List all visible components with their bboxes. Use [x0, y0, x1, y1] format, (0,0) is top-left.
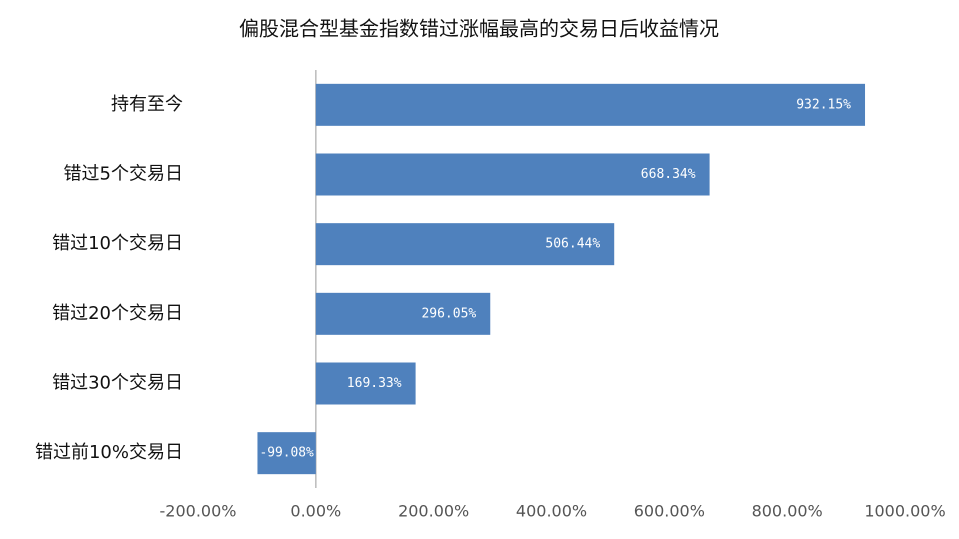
bar [257, 432, 316, 475]
x-tick-label: 1000.00% [864, 502, 945, 521]
x-tick-label: 400.00% [516, 502, 587, 521]
x-tick-label: -200.00% [160, 502, 237, 521]
x-tick-label: 200.00% [398, 502, 469, 521]
bar [315, 223, 615, 266]
y-tick-label: 错过10个交易日 [52, 233, 183, 254]
y-tick-label: 错过前10%交易日 [35, 442, 183, 463]
chart-title: 偏股混合型基金指数错过涨幅最高的交易日后收益情况 [239, 17, 719, 41]
x-tick-label: 800.00% [752, 502, 823, 521]
data-label: 506.44% [545, 237, 600, 252]
y-tick-label: 错过30个交易日 [52, 373, 183, 394]
bar [315, 292, 491, 335]
bar [315, 362, 416, 405]
bar [315, 153, 710, 196]
data-label: -99.08% [259, 446, 314, 461]
data-label: 169.33% [347, 376, 402, 391]
y-tick-label: 错过5个交易日 [64, 164, 183, 185]
x-tick-label: 0.00% [290, 502, 341, 521]
y-tick-label: 错过20个交易日 [52, 303, 183, 324]
y-tick-label: 持有至今 [111, 94, 183, 115]
data-label: 932.15% [796, 97, 851, 112]
data-label: 668.34% [641, 167, 696, 182]
data-label: 296.05% [421, 306, 476, 321]
bar [315, 83, 866, 126]
x-tick-label: 600.00% [634, 502, 705, 521]
